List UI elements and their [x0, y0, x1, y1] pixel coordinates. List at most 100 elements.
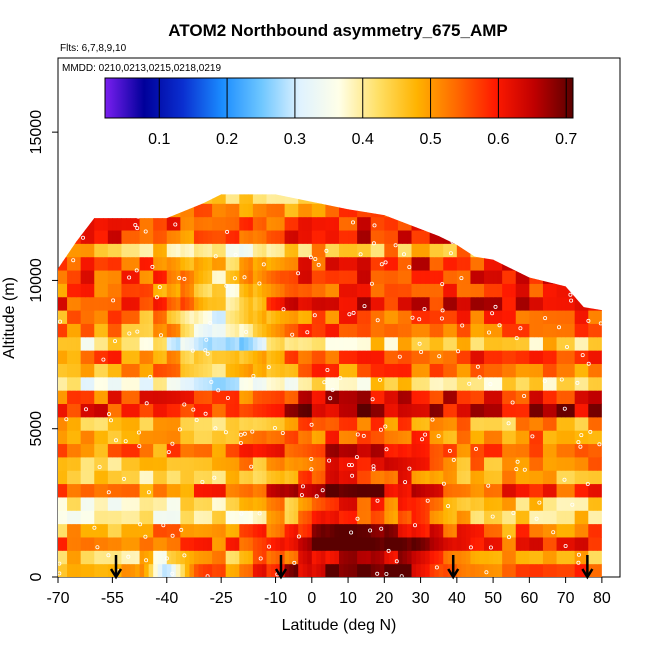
heatmap-cell	[465, 323, 471, 338]
heatmap-cell	[135, 456, 141, 471]
sample-point	[401, 252, 406, 257]
heatmap-cell	[107, 243, 113, 258]
heatmap-cell	[434, 363, 440, 378]
heatmap-cell	[488, 336, 494, 351]
sample-point	[460, 323, 465, 328]
heatmap-cell	[520, 323, 526, 338]
sample-point	[533, 273, 538, 278]
heatmap-cell	[592, 523, 598, 538]
heatmap-cell	[103, 323, 109, 338]
heatmap-cell	[275, 430, 281, 445]
heatmap-cell	[583, 350, 589, 364]
heatmap-cell	[502, 456, 508, 471]
sample-point	[60, 251, 65, 256]
heatmap-cell	[243, 350, 249, 364]
heatmap-cell	[311, 536, 317, 551]
heatmap-cell	[375, 203, 381, 218]
heatmap-cell	[293, 523, 299, 538]
heatmap-cell	[94, 550, 100, 565]
heatmap-cell	[193, 403, 199, 418]
heatmap-cell	[384, 376, 390, 391]
heatmap-cell	[103, 350, 109, 364]
heatmap-cell	[416, 177, 421, 191]
heatmap-cell	[443, 470, 449, 485]
heatmap-cell	[212, 483, 218, 498]
sample-point	[126, 554, 131, 559]
heatmap-cell	[116, 194, 122, 204]
heatmap-cell	[515, 456, 521, 471]
heatmap-cell	[239, 536, 245, 551]
heatmap-cell	[520, 430, 526, 445]
heatmap-cell	[112, 470, 118, 485]
heatmap-cell	[121, 403, 127, 418]
heatmap-cell	[425, 536, 431, 551]
heatmap-cell	[524, 523, 530, 538]
heatmap-cell	[271, 496, 277, 511]
heatmap-cell	[479, 323, 485, 338]
heatmap-cell	[135, 550, 141, 565]
heatmap-cell	[216, 283, 222, 298]
heatmap-cell	[271, 336, 277, 351]
heatmap-cell	[597, 350, 602, 364]
heatmap-cell	[434, 256, 440, 271]
heatmap-cell	[298, 310, 304, 324]
heatmap-cell	[552, 363, 558, 378]
heatmap-cell	[225, 456, 231, 471]
heatmap-cell	[157, 230, 163, 244]
heatmap-cell	[85, 203, 91, 218]
heatmap-cell	[334, 177, 339, 191]
sample-point	[213, 254, 218, 259]
heatmap-cell	[112, 523, 118, 538]
heatmap-cell	[488, 443, 494, 458]
heatmap-cell	[406, 256, 413, 271]
heatmap-cell	[62, 523, 68, 538]
heatmap-cell	[329, 496, 335, 511]
heatmap-cell	[420, 496, 426, 511]
heatmap-cell	[357, 510, 363, 525]
heatmap-cell	[166, 403, 172, 418]
heatmap-cell	[533, 363, 539, 378]
heatmap-cell	[198, 194, 204, 204]
heatmap-cell	[538, 270, 544, 284]
flight-start-arrow-head	[447, 568, 460, 580]
heatmap-cell	[71, 310, 77, 324]
heatmap-cell	[261, 270, 267, 284]
heatmap-cell	[488, 376, 494, 391]
heatmap-cell	[397, 336, 403, 351]
heatmap-cell	[507, 177, 512, 191]
heatmap-cell	[239, 243, 245, 258]
flights-label: Flts: 6,7,8,9,10	[60, 43, 127, 54]
sample-point	[412, 523, 417, 528]
heatmap-cell	[184, 243, 190, 258]
heatmap-cell	[289, 270, 295, 284]
heatmap-cell	[76, 177, 81, 191]
heatmap-cell	[62, 470, 68, 485]
heatmap-cell	[316, 470, 322, 485]
heatmap-cell	[89, 403, 95, 418]
heatmap-cell	[456, 256, 462, 271]
heatmap-cell	[597, 550, 602, 565]
sample-point	[314, 494, 319, 499]
heatmap-cell	[230, 230, 236, 244]
heatmap-cell	[275, 470, 281, 485]
heatmap-cell	[221, 536, 227, 551]
heatmap-cell	[107, 483, 113, 498]
heatmap-cell	[248, 243, 254, 258]
heatmap-cell	[429, 363, 435, 378]
heatmap-cell	[252, 270, 258, 284]
heatmap-cell	[325, 563, 331, 577]
heatmap-cell	[171, 336, 177, 351]
heatmap-cell	[420, 323, 426, 338]
heatmap-cell	[107, 203, 113, 218]
heatmap-cell	[280, 230, 286, 244]
heatmap-cell	[570, 470, 576, 485]
x-tick-label: 0	[307, 590, 316, 607]
heatmap-cell	[520, 256, 526, 271]
heatmap-cell	[216, 456, 222, 471]
heatmap-cell	[62, 403, 68, 418]
heatmap-cell	[171, 390, 177, 405]
heatmap-cell	[579, 430, 585, 445]
heatmap-cell	[307, 256, 313, 271]
heatmap-cell	[230, 350, 236, 364]
heatmap-cell	[384, 496, 390, 511]
